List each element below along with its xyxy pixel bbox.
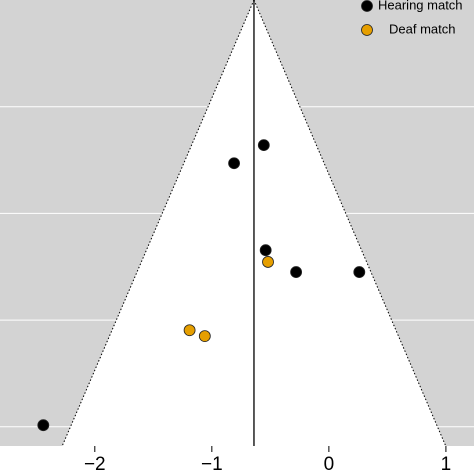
data-point bbox=[198, 330, 211, 343]
x-tick-label: −2 bbox=[84, 454, 106, 474]
data-point bbox=[262, 256, 274, 268]
legend-marker bbox=[361, 24, 373, 36]
funnel-edge bbox=[61, 0, 255, 447]
legend-marker bbox=[361, 0, 373, 12]
legend-label: Deaf match bbox=[389, 21, 455, 36]
x-tick-label: 1 bbox=[441, 454, 452, 474]
data-point bbox=[259, 244, 272, 257]
data-point bbox=[183, 324, 196, 337]
data-point bbox=[37, 419, 50, 432]
data-point bbox=[353, 266, 366, 278]
funnel-edge bbox=[253, 0, 447, 447]
data-point bbox=[290, 266, 303, 278]
x-tick-label: 0 bbox=[324, 454, 335, 474]
legend-label: Hearing match bbox=[378, 0, 463, 12]
x-tick-label: −1 bbox=[201, 454, 223, 474]
data-point bbox=[228, 157, 240, 170]
data-point bbox=[257, 139, 270, 152]
